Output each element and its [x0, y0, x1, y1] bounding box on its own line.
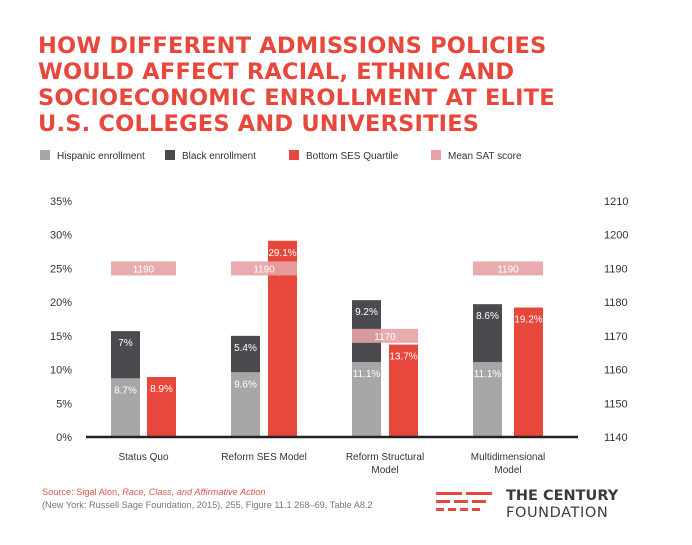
logo-text: THE CENTURY FOUNDATION [506, 488, 618, 521]
y2-tick-label: 1160 [604, 365, 628, 377]
bar-black [111, 331, 140, 379]
y2-tick-label: 1200 [604, 230, 628, 242]
legend-label-2: Black enrollment [182, 151, 256, 162]
data-label-hispanic: 9.6% [234, 379, 257, 390]
data-label-ses: 29.1% [268, 248, 296, 259]
sat-marker [111, 261, 176, 276]
category-label: Reform SES Model [221, 452, 307, 463]
y-tick-label: 0% [56, 432, 72, 444]
source-note: Source: Sigal Alon, Race, Class, and Aff… [42, 486, 373, 512]
data-label-sat: 1190 [133, 264, 155, 275]
y2-tick-label: 1170 [604, 331, 628, 343]
logo-line-2: FOUNDATION [506, 504, 609, 521]
y-tick-label: 35% [50, 196, 72, 208]
category-label: Reform Structural [346, 452, 424, 463]
data-label-ses: 8.9% [150, 384, 173, 395]
data-label-hispanic: 11.1% [474, 369, 502, 380]
category-label: Model [494, 465, 521, 476]
legend-label-1: Hispanic enrollment [57, 151, 145, 162]
legend-swatch-4 [431, 150, 441, 160]
title-line-3: SOCIOECONOMIC ENROLLMENT AT ELITE [38, 85, 555, 111]
data-label-sat: 1170 [374, 332, 396, 343]
category-label: Multidimensional [471, 452, 545, 463]
source-prefix: Source: Sigal Alon, [42, 487, 123, 497]
title-line-4: U.S. COLLEGES AND UNIVERSITIES [38, 111, 480, 137]
logo-line-1: THE CENTURY [506, 488, 619, 504]
y-tick-label: 5% [56, 398, 72, 410]
bar-hispanic [231, 372, 260, 437]
data-label-ses: 13.7% [389, 352, 417, 363]
category-label: Model [371, 465, 398, 476]
title-line-1: HOW DIFFERENT ADMISSIONS POLICIES [38, 33, 547, 59]
legend-swatch-2 [165, 150, 175, 160]
data-label-sat: 1190 [253, 264, 275, 275]
data-label-ses: 19.2% [514, 315, 542, 326]
bar-ses [514, 307, 543, 437]
y2-tick-label: 1180 [604, 297, 628, 309]
century-foundation-logo: THE CENTURY FOUNDATION [436, 488, 636, 522]
source-line-2: (New York: Russell Sage Foundation, 2015… [42, 500, 373, 510]
sat-marker [352, 328, 418, 343]
source-book-title: Race, Class, and Affirmative Action [122, 487, 266, 497]
data-label-black: 9.2% [355, 307, 378, 318]
y-tick-label: 15% [50, 331, 72, 343]
bar-black [231, 335, 260, 373]
legend-label-3: Bottom SES Quartile [306, 151, 399, 162]
legend-swatch-1 [40, 150, 50, 160]
bar-hispanic [352, 362, 381, 437]
logo-mark-icon [436, 492, 492, 511]
sat-marker [231, 261, 297, 276]
title-line-2: WOULD AFFECT RACIAL, ETHNIC AND [38, 59, 515, 85]
y-tick-label: 30% [50, 230, 72, 242]
legend-swatch-3 [289, 150, 299, 160]
bar-hispanic [473, 362, 502, 437]
data-label-black: 5.4% [234, 343, 257, 354]
data-label-hispanic: 11.1% [353, 369, 381, 380]
y2-tick-label: 1140 [604, 432, 628, 444]
data-label-black: 8.6% [476, 311, 499, 322]
y-tick-label: 20% [50, 297, 72, 309]
bar-hispanic [111, 378, 140, 437]
chart-title: HOW DIFFERENT ADMISSIONS POLICIES WOULD … [38, 33, 678, 137]
bar-ses [389, 344, 418, 437]
y-tick-label: 10% [50, 365, 72, 377]
bar-black [473, 304, 502, 363]
y2-tick-label: 1150 [604, 398, 628, 410]
data-label-hispanic: 8.7% [114, 385, 137, 396]
category-label: Status Quo [118, 452, 168, 463]
legend-label-4: Mean SAT score [448, 151, 522, 162]
y2-tick-label: 1190 [604, 263, 628, 275]
data-label-sat: 1190 [497, 264, 519, 275]
bar-ses [147, 376, 176, 437]
sat-marker [473, 261, 543, 276]
data-label-black: 7% [118, 338, 133, 349]
y2-tick-label: 1210 [604, 196, 628, 208]
y-tick-label: 25% [50, 263, 72, 275]
